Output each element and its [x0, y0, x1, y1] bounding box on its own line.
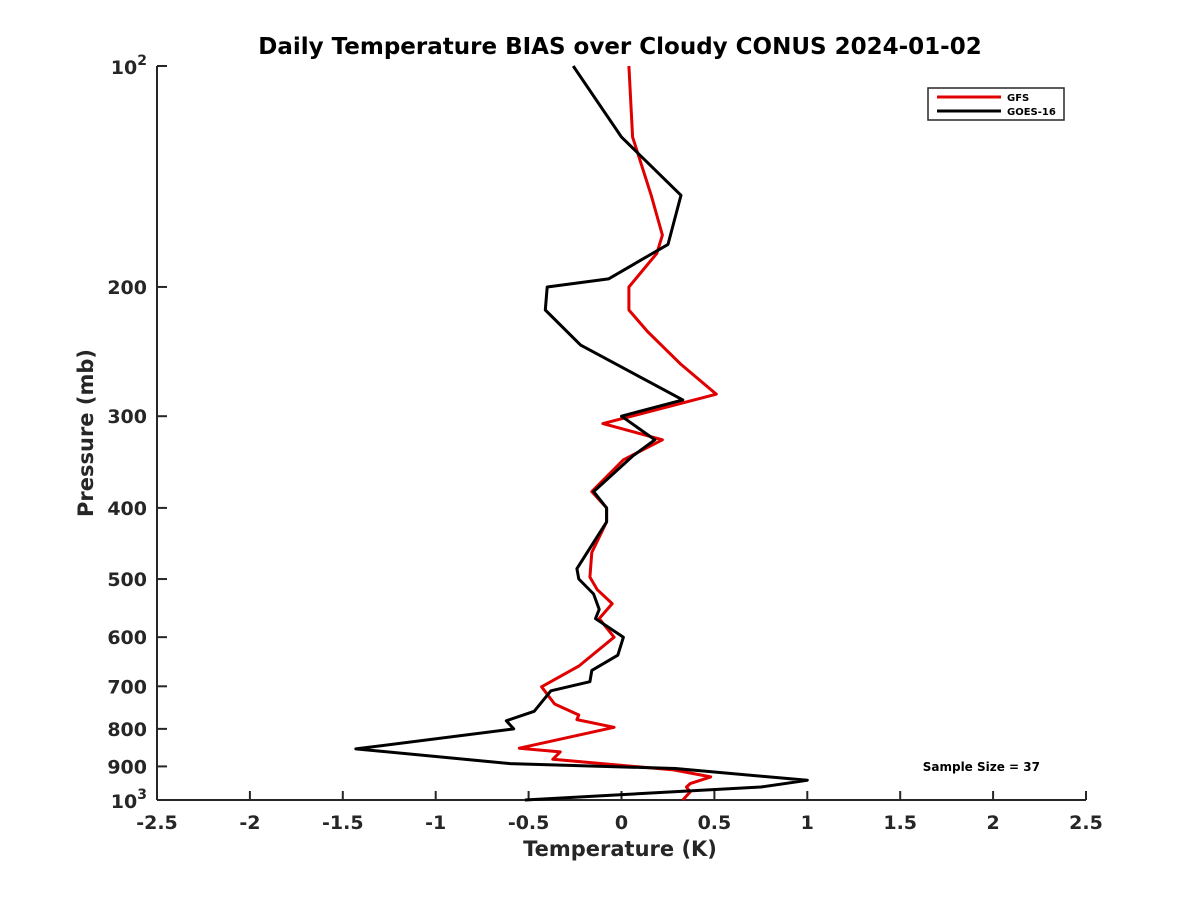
y-tick-label: 600: [107, 627, 147, 649]
plot-area: [156, 66, 1086, 801]
series-line-gfs: [517, 65, 718, 802]
x-tick-label: 1.5: [883, 812, 917, 834]
y-axis: 200 300 400 500 600 700 800 900 102 103: [107, 53, 167, 813]
y-tick-label: 800: [107, 719, 147, 741]
chart-title: Daily Temperature BIAS over Cloudy CONUS…: [258, 34, 981, 60]
legend: GFS GOES-16: [927, 87, 1065, 121]
x-axis-label: Temperature (K): [523, 837, 717, 861]
y-tick-label: 700: [107, 676, 147, 698]
series-line-goes-16: [354, 65, 809, 802]
legend-label-goes-16: GOES-16: [1007, 107, 1056, 118]
x-tick-label: 0: [615, 812, 628, 834]
legend-label-gfs: GFS: [1007, 93, 1029, 104]
y-tick-label: 300: [107, 406, 147, 428]
y-tick-label: 500: [107, 569, 147, 591]
y-tick-label-top: 102: [111, 53, 147, 79]
x-tick-label: -1: [425, 812, 446, 834]
y-tick-label-bottom: 103: [111, 787, 147, 813]
y-tick-label: 200: [107, 277, 147, 299]
x-tick-label: 1: [801, 812, 814, 834]
x-tick-label: -0.5: [508, 812, 550, 834]
x-tick-label: 0.5: [698, 812, 732, 834]
y-axis-label: Pressure (mb): [74, 349, 98, 517]
x-tick-label: -2: [239, 812, 260, 834]
y-tick-label: 900: [107, 756, 147, 778]
x-tick-label: -2.5: [136, 812, 178, 834]
legend-box: [927, 87, 1065, 121]
y-tick-label: 400: [107, 498, 147, 520]
sample-size-annotation: Sample Size = 37: [923, 760, 1040, 774]
x-tick-label: 2.5: [1069, 812, 1103, 834]
x-tick-label: -1.5: [322, 812, 364, 834]
series-layer: [354, 65, 809, 802]
x-axis: -2.5 -2 -1.5 -1 -0.5 0 0.5 1 1.5 2 2.5: [136, 791, 1103, 834]
x-tick-label: 2: [986, 812, 999, 834]
